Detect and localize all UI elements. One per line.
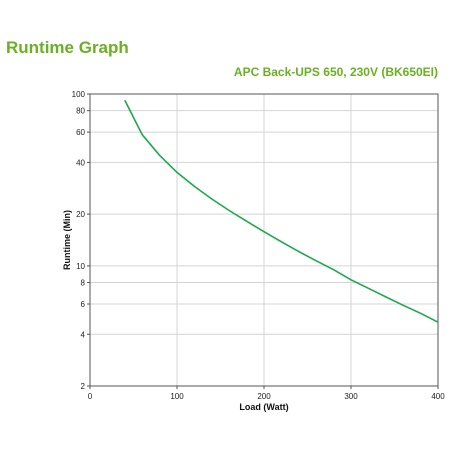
y-tick-label: 2 [81,382,86,391]
x-tick-label: 300 [344,392,358,401]
y-tick-label: 20 [76,210,85,219]
page-title: Runtime Graph [6,38,129,57]
series-layer [124,99,439,323]
grid-lines [89,93,439,387]
chart-subtitle: APC Back-UPS 650, 230V (BK650EI) [233,65,438,79]
x-tick-label: 100 [170,392,184,401]
y-tick-label: 100 [72,90,86,99]
x-tick-label: 400 [431,392,445,401]
y-axis-label: Runtime (Min) [62,210,72,270]
x-axis-ticks: 0 100 200 300 400 [88,386,445,401]
y-axis-ticks: 2 4 6 8 10 20 40 60 80 100 [72,90,90,391]
y-tick-label: 60 [76,128,85,137]
x-tick-label: 200 [257,392,271,401]
y-tick-label: 10 [76,262,85,271]
x-axis-label: Load (Watt) [239,402,288,412]
y-tick-label: 8 [81,279,86,288]
y-tick-label: 40 [76,158,85,167]
runtime-series-line [124,99,439,323]
y-tick-label: 4 [81,330,86,339]
x-tick-label: 0 [88,392,93,401]
y-tick-label: 80 [76,107,85,116]
y-tick-label: 6 [81,300,86,309]
